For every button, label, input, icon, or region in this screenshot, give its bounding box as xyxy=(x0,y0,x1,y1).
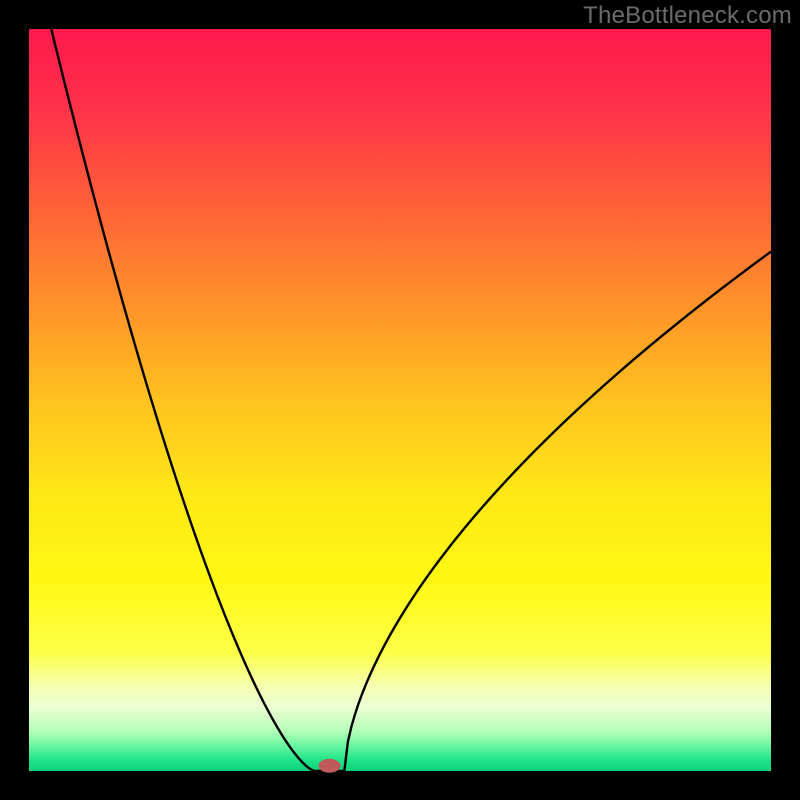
plot-gradient-area xyxy=(29,29,771,771)
optimal-point-marker xyxy=(319,759,341,773)
chart-svg xyxy=(0,0,800,800)
chart-stage: TheBottleneck.com xyxy=(0,0,800,800)
